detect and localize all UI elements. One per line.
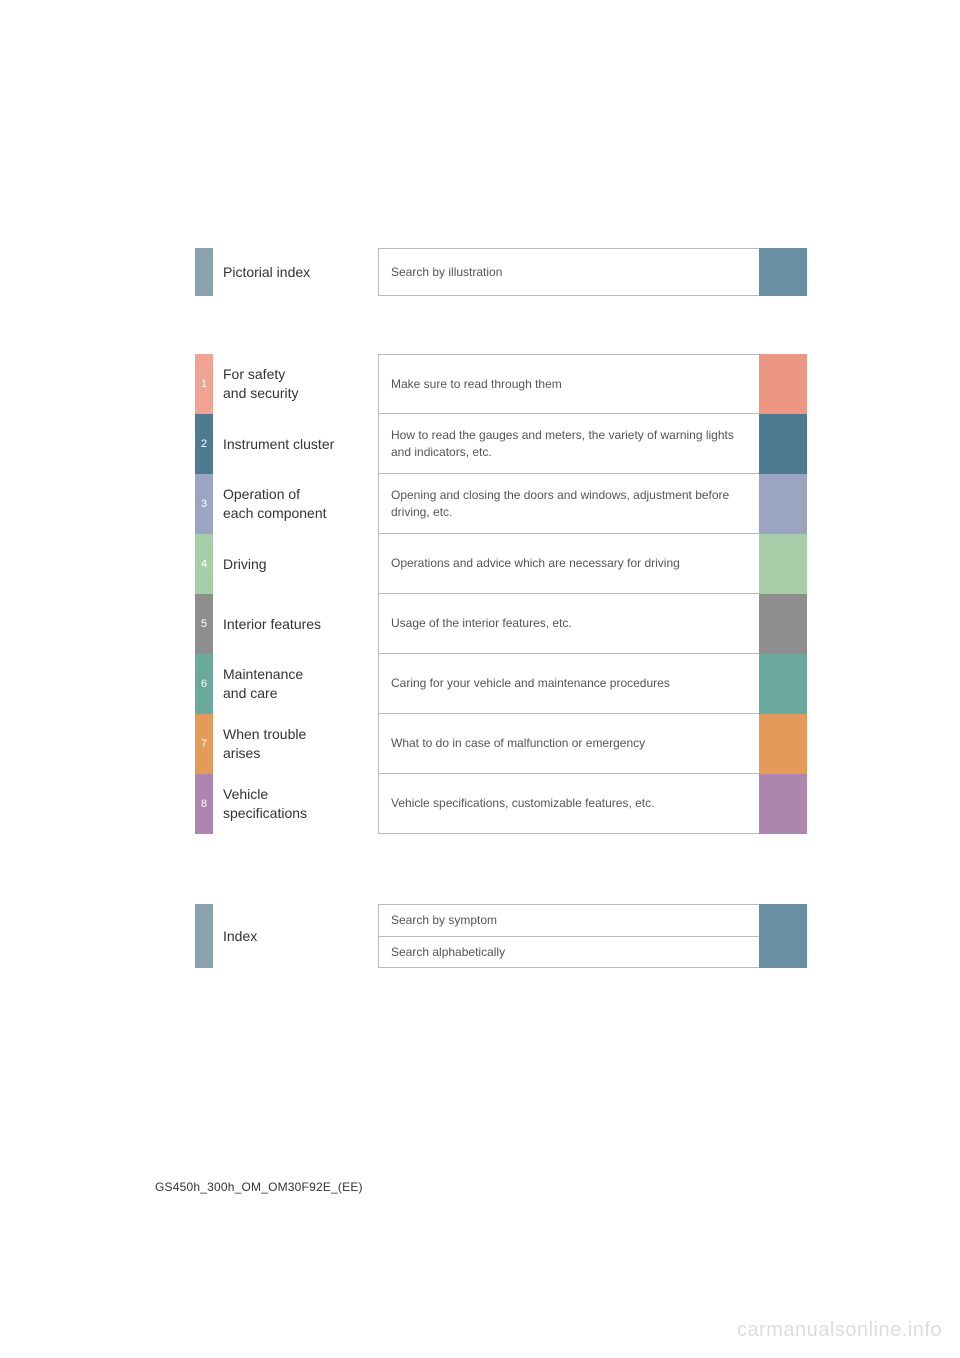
pictorial-row[interactable]: Pictorial index Search by illustration (195, 248, 807, 296)
index-desc-col: Search by symptom Search alphabetically (378, 904, 759, 968)
chapter-desc-6: Caring for your vehicle and maintenance … (378, 654, 759, 714)
chapter-row-5[interactable]: 5Interior featuresUsage of the interior … (195, 594, 807, 654)
chapter-swatch-6 (759, 654, 807, 714)
chapter-desc-4: Operations and advice which are necessar… (378, 534, 759, 594)
footer-code: GS450h_300h_OM_OM30F92E_(EE) (155, 1180, 363, 1194)
chapter-row-1[interactable]: 1For safetyand securityMake sure to read… (195, 354, 807, 414)
chapter-num-8: 8 (195, 774, 213, 834)
chapter-num-1: 1 (195, 354, 213, 414)
chapter-title-2: Instrument cluster (213, 414, 378, 474)
chapter-desc-7: What to do in case of malfunction or eme… (378, 714, 759, 774)
chapter-swatch-2 (759, 414, 807, 474)
chapter-title-6: Maintenanceand care (213, 654, 378, 714)
chapter-desc-2: How to read the gauges and meters, the v… (378, 414, 759, 474)
chapter-title-3: Operation ofeach component (213, 474, 378, 534)
chapter-desc-8: Vehicle specifications, customizable fea… (378, 774, 759, 834)
chapter-swatch-3 (759, 474, 807, 534)
pictorial-swatch (759, 248, 807, 296)
chapter-swatch-1 (759, 354, 807, 414)
gap (195, 296, 807, 354)
chapter-num-4: 4 (195, 534, 213, 594)
chapter-num-5: 5 (195, 594, 213, 654)
chapter-swatch-8 (759, 774, 807, 834)
chapter-row-3[interactable]: 3Operation ofeach componentOpening and c… (195, 474, 807, 534)
chapter-num-6: 6 (195, 654, 213, 714)
chapter-row-7[interactable]: 7When troublearisesWhat to do in case of… (195, 714, 807, 774)
index-row[interactable]: Index Search by symptom Search alphabeti… (195, 904, 807, 968)
chapter-swatch-4 (759, 534, 807, 594)
toc-content: Pictorial index Search by illustration 1… (195, 248, 807, 968)
pictorial-desc: Search by illustration (378, 248, 759, 296)
index-desc-0[interactable]: Search by symptom (378, 905, 759, 937)
index-swatch-col (759, 904, 807, 968)
pictorial-title: Pictorial index (213, 248, 378, 296)
chapter-num-3: 3 (195, 474, 213, 534)
chapter-desc-1: Make sure to read through them (378, 354, 759, 414)
chapter-desc-5: Usage of the interior features, etc. (378, 594, 759, 654)
index-swatch-1 (759, 936, 807, 968)
chapter-row-4[interactable]: 4DrivingOperations and advice which are … (195, 534, 807, 594)
index-swatch-0 (759, 904, 807, 936)
chapter-row-6[interactable]: 6Maintenanceand careCaring for your vehi… (195, 654, 807, 714)
chapters-list: 1For safetyand securityMake sure to read… (195, 354, 807, 834)
index-desc-1[interactable]: Search alphabetically (378, 937, 759, 969)
pictorial-num-box (195, 248, 213, 296)
index-num-box (195, 904, 213, 968)
chapter-title-4: Driving (213, 534, 378, 594)
chapter-title-5: Interior features (213, 594, 378, 654)
chapter-row-2[interactable]: 2Instrument clusterHow to read the gauge… (195, 414, 807, 474)
chapter-num-2: 2 (195, 414, 213, 474)
chapter-title-1: For safetyand security (213, 354, 378, 414)
chapter-swatch-5 (759, 594, 807, 654)
chapter-title-8: Vehiclespecifications (213, 774, 378, 834)
chapter-swatch-7 (759, 714, 807, 774)
chapter-desc-3: Opening and closing the doors and window… (378, 474, 759, 534)
chapter-num-7: 7 (195, 714, 213, 774)
gap (195, 834, 807, 904)
watermark: carmanualsonline.info (737, 1319, 942, 1342)
index-title: Index (213, 904, 378, 968)
chapter-title-7: When troublearises (213, 714, 378, 774)
chapter-row-8[interactable]: 8VehiclespecificationsVehicle specificat… (195, 774, 807, 834)
